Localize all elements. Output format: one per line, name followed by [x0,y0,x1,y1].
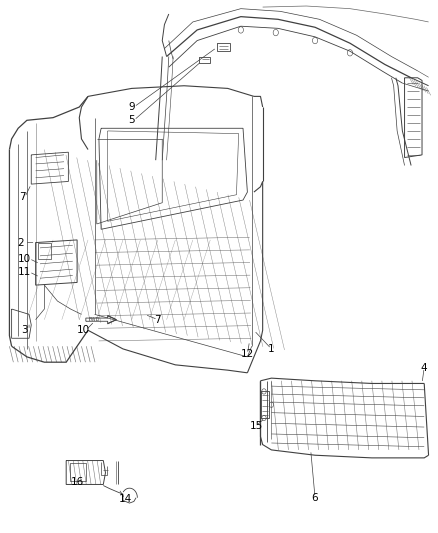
Text: 6: 6 [312,492,318,503]
Text: 15: 15 [250,421,263,431]
Text: 4: 4 [421,362,427,373]
Text: 14: 14 [119,494,132,504]
Text: 2: 2 [17,238,24,247]
Text: 16: 16 [71,477,84,487]
Text: 12: 12 [241,349,254,359]
Text: 1: 1 [268,344,275,354]
Text: 10: 10 [77,325,90,335]
Text: 3: 3 [21,325,28,335]
Text: 10: 10 [18,254,31,263]
Text: 11: 11 [18,267,32,277]
Text: 9: 9 [128,102,135,112]
Text: FWD: FWD [89,317,100,322]
Text: 7: 7 [155,314,161,325]
Text: 5: 5 [128,115,135,125]
Text: 7: 7 [19,192,26,203]
